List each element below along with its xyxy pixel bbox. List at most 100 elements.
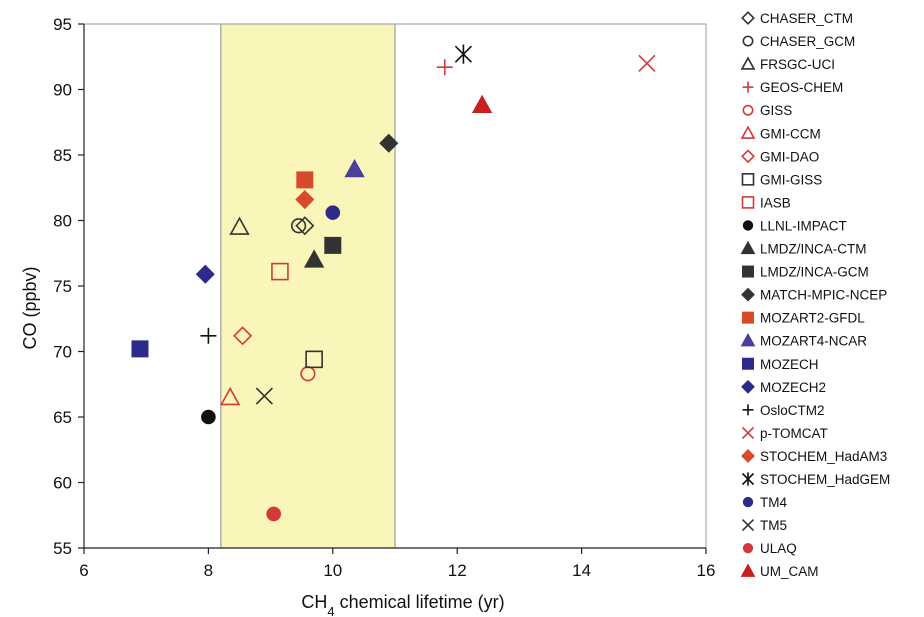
legend-label: UM_CAM [760,564,819,579]
marker-shape [379,133,399,153]
legend-item: GMI-CCM [740,125,821,141]
marker-shape [303,249,325,268]
legend-item: GMI-DAO [741,149,819,164]
legend-label: LMDZ/INCA-GCM [760,265,869,280]
marker-shape [742,542,754,554]
marker-shape [325,205,341,220]
marker-shape [742,311,754,324]
data-point [344,158,365,178]
y-tick-label: 65 [53,408,72,427]
legend-marker [742,265,754,278]
x-axis-label: CH4 chemical lifetime (yr) [301,592,504,617]
y-tick-label: 90 [53,81,72,100]
legend-marker [741,472,755,486]
y-tick-label: 85 [53,146,72,165]
legend-item: MATCH-MPIC-NCEP [741,287,887,303]
legend: CHASER_CTM CHASER_GCM FRSGC-UCI GEOS-CHEM GI… [740,11,890,579]
marker-shape [471,94,493,114]
marker-shape [742,496,754,508]
legend-label: GMI-CCM [760,126,821,141]
marker-shape [740,56,756,70]
y-tick-label: 55 [53,539,72,558]
legend-label: MOZECH [760,357,819,372]
legend-item: MOZECH [742,357,819,372]
y-tick-label: 60 [53,474,72,493]
legend-label: CHASER_CTM [760,11,853,26]
marker-shape [740,333,756,347]
data-point [233,326,253,346]
marker-shape [295,190,315,210]
x-axis-label-subscript: 4 [327,604,334,617]
legend-label: GEOS-CHEM [760,80,843,95]
marker-shape [741,379,755,394]
legend-label: ULAQ [760,541,797,556]
marker-shape [742,357,754,370]
marker-shape [324,236,342,254]
legend-marker [742,311,754,324]
data-point [200,327,217,344]
marker-shape [131,340,149,358]
legend-marker [742,35,754,47]
legend-marker [741,173,755,186]
legend-label: FRSGC-UCI [760,57,835,72]
legend-marker [741,287,755,302]
data-point [229,216,250,235]
data-point [195,264,215,284]
marker-shape [195,264,215,284]
data-point [305,350,323,369]
legend-item: IASB [741,195,791,210]
data-point [295,190,315,210]
axes [78,23,707,554]
x-tick-label: 16 [697,561,716,580]
legend-item: MOZART2-GFDL [742,311,865,326]
data-point [379,133,399,153]
data-point [295,216,315,236]
legend-marker [742,404,754,416]
data-point [201,409,216,425]
legend-label: STOCHEM_HadAM3 [760,449,887,464]
marker-shape [741,149,755,164]
marker-shape [295,216,315,236]
legend-marker [741,196,755,209]
legend-label: TM4 [760,495,787,510]
legend-item: MOZART4-NCAR [740,333,867,349]
x-tick-label: 14 [572,561,591,580]
marker-shape [741,519,755,532]
x-axis-label-main: CH [301,592,327,612]
marker-shape [741,11,755,25]
legend-item: LMDZ/INCA-GCM [742,265,869,280]
legend-marker [742,496,754,508]
marker-shape [741,426,755,439]
legend-label: CHASER_GCM [760,34,855,49]
marker-shape [741,173,755,186]
legend-marker [741,379,755,394]
legend-label: TM5 [760,518,787,533]
legend-label: OsloCTM2 [760,403,825,418]
legend-marker [740,333,756,347]
marker-shape [742,220,754,231]
legend-item: TM5 [741,518,787,533]
marker-shape [271,262,289,281]
marker-shape [255,387,273,405]
data-point [296,171,314,189]
legend-label: STOCHEM_HadGEM [760,472,890,487]
legend-label: MOZECH2 [760,380,826,395]
data-point [266,506,282,522]
y-tick-label: 75 [53,277,72,296]
legend-marker [742,81,754,93]
legend-marker [740,125,756,139]
legend-marker [741,149,755,164]
legend-label: GISS [760,103,792,118]
data-point [325,205,341,220]
marker-shape [233,326,253,346]
x-tick-label: 12 [448,561,467,580]
legend-label: IASB [760,195,791,210]
data-point [454,44,472,64]
legend-item: CHASER_GCM [742,34,855,49]
legend-marker [742,220,754,231]
data-point [638,54,656,72]
marker-shape [638,54,656,72]
legend-marker [740,56,756,70]
marker-shape [344,158,365,178]
